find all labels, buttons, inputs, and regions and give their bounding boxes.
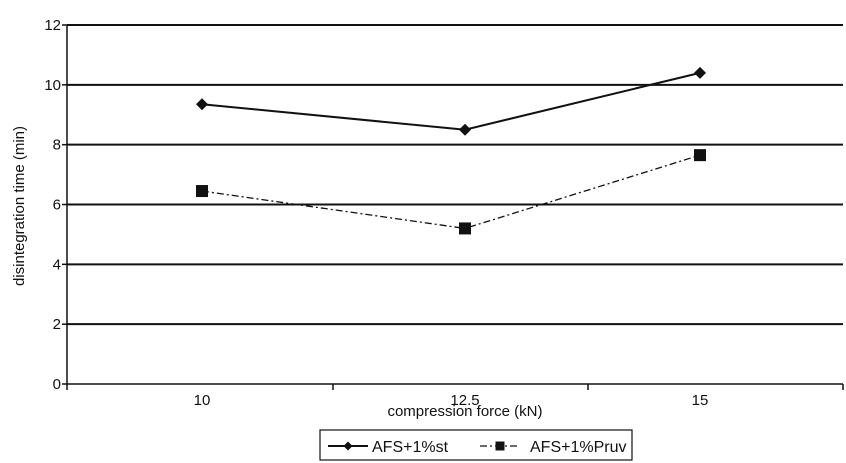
y-tick-label: 6 (53, 197, 61, 214)
x-tick-label: 12.5 (450, 392, 479, 409)
axes: 0 2 4 6 8 10 12 10 12.5 15 (44, 17, 844, 409)
gridlines (67, 24, 843, 326)
data-point-square (196, 185, 208, 198)
y-tick-label: 0 (53, 376, 61, 393)
series-1 (196, 66, 706, 136)
data-point-diamond (196, 98, 208, 111)
legend-box (319, 429, 633, 461)
data-point-diamond (694, 66, 706, 79)
series (196, 66, 706, 235)
legend-label: AFS+1%st (372, 439, 449, 456)
data-point-diamond (459, 123, 471, 136)
legend-entry-1: AFS+1%st (328, 439, 449, 456)
x-tick-label: 10 (194, 392, 211, 409)
y-tick-label: 4 (53, 256, 61, 273)
y-tick-label: 12 (44, 17, 61, 34)
y-tick-label: 2 (53, 316, 61, 333)
data-point-square (495, 441, 505, 451)
data-point-square (459, 222, 471, 235)
legend: AFS+1%st AFS+1%Pruv (319, 429, 633, 461)
series-2 (196, 149, 706, 235)
data-point-square (694, 149, 706, 162)
series-line (201, 71, 701, 131)
x-axis-label: compression force (kN) (387, 403, 542, 420)
y-axis-label: disintegration time (min) (11, 126, 28, 286)
y-tick-label: 8 (53, 137, 61, 154)
data-point-diamond (343, 441, 353, 451)
x-tick-label: 15 (692, 392, 709, 409)
legend-label: AFS+1%Pruv (530, 439, 626, 456)
legend-entry-2: AFS+1%Pruv (480, 439, 626, 456)
y-tick-label: 10 (44, 77, 61, 94)
series-line (201, 154, 701, 230)
